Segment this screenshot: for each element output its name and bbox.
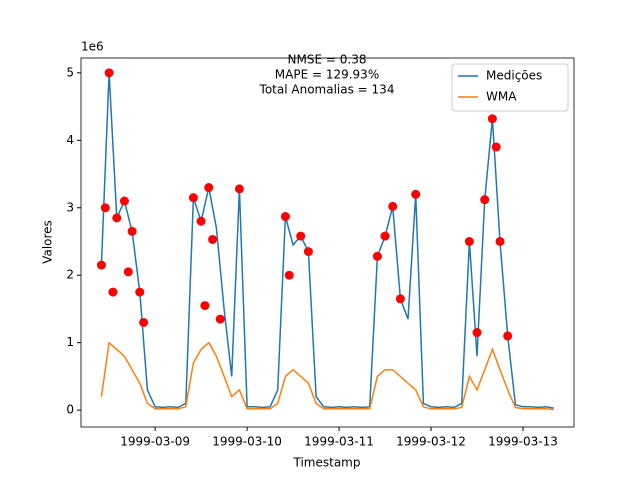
anomaly-point <box>472 328 482 338</box>
anomaly-point <box>464 236 474 246</box>
plot-frame <box>80 57 575 428</box>
legend-label: WMA <box>486 90 517 104</box>
anomaly-point <box>135 287 145 297</box>
anomaly-point <box>372 251 382 261</box>
y-tick-label: 0 <box>66 403 74 417</box>
anomaly-point <box>204 183 214 193</box>
anomaly-point <box>380 231 390 241</box>
annotation: Total Anomalias = 134 <box>259 83 395 97</box>
x-tick-label: 1999-03-10 <box>212 435 282 449</box>
anomaly-point <box>480 195 490 205</box>
y-axis-label: Valores <box>41 220 55 264</box>
anomaly-point <box>234 184 244 194</box>
anomaly-point <box>491 142 501 152</box>
y-tick-label: 3 <box>66 200 74 214</box>
anomaly-point <box>208 234 218 244</box>
anomaly-point <box>411 189 421 199</box>
anomaly-point <box>188 193 198 203</box>
anomaly-point <box>395 294 405 304</box>
anomaly-point <box>487 114 497 124</box>
offset-label: 1e6 <box>81 40 104 54</box>
anomaly-point <box>495 236 505 246</box>
x-tick-label: 1999-03-11 <box>304 435 374 449</box>
anomaly-point <box>139 317 149 327</box>
x-tick-label: 1999-03-12 <box>396 435 466 449</box>
anomaly-point <box>100 203 110 213</box>
anomaly-point <box>127 226 137 236</box>
x-tick-label: 1999-03-13 <box>488 435 558 449</box>
annotation: MAPE = 129.93% <box>275 68 379 82</box>
anomaly-point <box>108 287 118 297</box>
series-line <box>100 341 554 411</box>
x-axis-label: Timestamp <box>293 456 361 470</box>
y-tick-label: 5 <box>66 65 74 79</box>
y-tick-label: 4 <box>66 133 74 147</box>
anomaly-point <box>104 68 114 78</box>
legend-box <box>451 63 569 112</box>
x-tick-label: 1999-03-09 <box>120 435 190 449</box>
anomaly-point <box>280 212 290 222</box>
annotation: NMSE = 0.38 <box>288 53 367 67</box>
anomaly-point <box>112 213 122 223</box>
anomaly-point <box>388 201 398 211</box>
legend-label: Medições <box>486 69 542 83</box>
anomaly-point <box>503 331 513 341</box>
anomaly-point <box>96 260 106 270</box>
anomaly-point <box>119 196 129 206</box>
anomaly-point <box>284 270 294 280</box>
y-tick-label: 1 <box>66 335 74 349</box>
anomaly-point <box>200 301 210 311</box>
anomaly-point <box>296 231 306 241</box>
anomaly-point <box>196 216 206 226</box>
anomaly-point <box>303 247 313 257</box>
anomaly-point <box>123 267 133 277</box>
y-tick-label: 2 <box>66 268 74 282</box>
anomaly-point <box>215 314 225 324</box>
